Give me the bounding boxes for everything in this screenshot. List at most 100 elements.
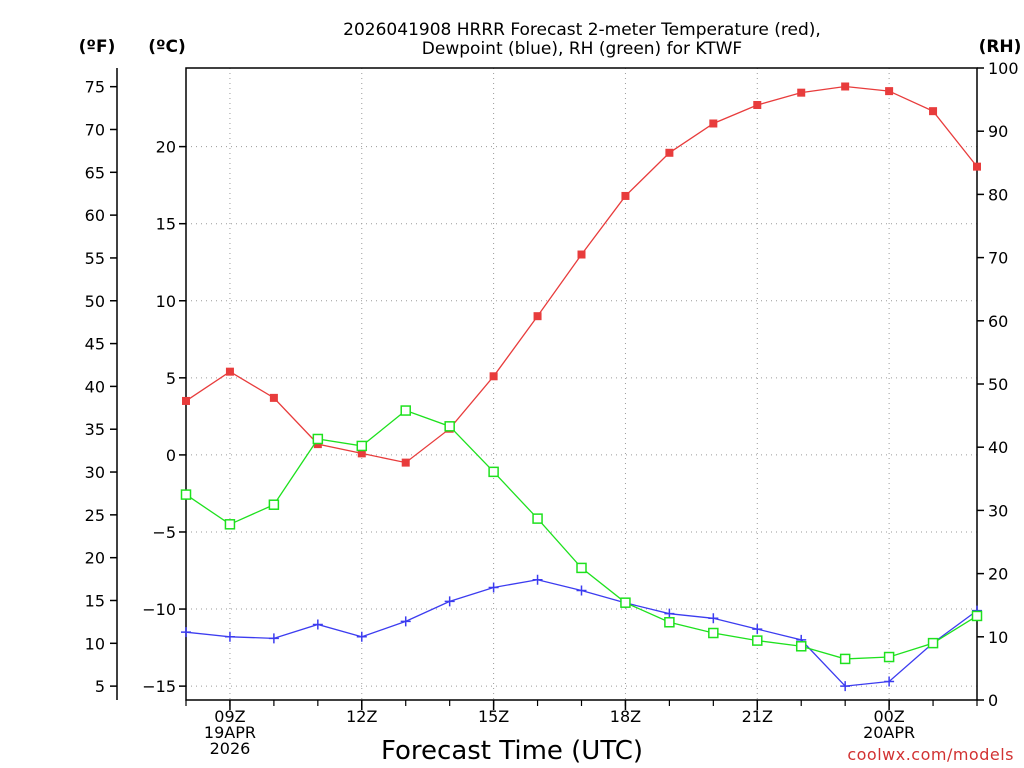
temperature-point: [489, 372, 498, 381]
temperature-point: [621, 191, 630, 200]
rh-unit-label: (RH): [979, 37, 1022, 57]
fahrenheit-tick-label: 20: [85, 549, 105, 568]
dewpoint-point: [752, 624, 763, 635]
x-tick-label: 09Z: [214, 707, 245, 726]
fahrenheit-tick-label: 70: [85, 120, 105, 139]
rh-point: [927, 637, 939, 649]
dewpoint-point: [268, 633, 279, 644]
credit-link[interactable]: coolwx.com/models: [847, 745, 1014, 764]
series-temperature: [182, 82, 981, 467]
fahrenheit-tick-label: 25: [85, 506, 105, 525]
rh-tick-label: 100: [988, 59, 1019, 78]
dewpoint-point: [224, 631, 235, 642]
celsius-tick-label: 10: [156, 292, 176, 311]
temperature-point: [182, 396, 190, 405]
dewpoint-point: [181, 627, 191, 638]
fahrenheit-tick-label: 40: [85, 377, 105, 396]
x-tick-label: 2026: [210, 739, 251, 758]
rh-tick-label: 20: [988, 565, 1008, 584]
dewpoint-point: [356, 631, 367, 642]
temperature-point: [797, 88, 806, 97]
temperature-point: [841, 82, 850, 91]
dewpoint-point: [576, 585, 587, 596]
rh-tick-label: 40: [988, 438, 1008, 457]
temperature-point: [533, 312, 542, 321]
temperature-line: [185, 85, 978, 464]
temperature-point: [753, 100, 762, 109]
rh-line: [185, 409, 978, 660]
rh-point: [883, 651, 895, 663]
celsius-tick-label: 0: [166, 446, 176, 465]
chart-title-line1: 2026041908 HRRR Forecast 2-meter Tempera…: [343, 20, 821, 40]
rh-tick-label: 0: [988, 691, 998, 710]
grid-lines: [186, 68, 977, 700]
series-dewpoint: [181, 574, 982, 692]
temperature-point: [269, 393, 278, 402]
chart-title-line2: Dewpoint (blue), RH (green) for KTWF: [422, 39, 742, 59]
rh-point: [532, 513, 543, 524]
fahrenheit-tick-label: 75: [85, 78, 105, 97]
celsius-tick-label: 20: [156, 138, 176, 157]
celsius-tick-label: 5: [166, 369, 176, 388]
dewpoint-point: [708, 613, 719, 624]
fahrenheit-tick-label: 15: [85, 591, 105, 610]
x-tick-label: 20APR: [863, 723, 915, 742]
rh-point: [312, 433, 324, 445]
temperature-point: [929, 107, 938, 116]
rh-point: [620, 597, 631, 608]
rh-point: [664, 617, 675, 628]
rh-tick-label: 80: [988, 185, 1008, 204]
rh-tick-label: 30: [988, 501, 1008, 520]
fahrenheit-tick-label: 30: [85, 463, 105, 482]
temperature-point: [401, 458, 410, 467]
x-axis-label: Forecast Time (UTC): [381, 736, 643, 766]
rh-tick-label: 90: [988, 122, 1008, 141]
rh-tick-label: 70: [988, 249, 1008, 268]
dewpoint-point: [444, 596, 455, 607]
temperature-point: [885, 87, 894, 96]
celsius-unit-label: (ºC): [148, 37, 186, 57]
rh-point: [444, 421, 455, 432]
rh-tick-label: 50: [988, 375, 1008, 394]
rh-tick-label: 10: [988, 628, 1008, 647]
x-tick-label: 19APR: [204, 723, 256, 742]
rh-point: [488, 466, 499, 478]
plot-frame: [185, 67, 978, 701]
fahrenheit-tick-label: 55: [85, 249, 105, 268]
temperature-point: [665, 148, 674, 157]
dewpoint-point: [532, 574, 543, 585]
temperature-point: [357, 449, 366, 458]
rh-point: [839, 653, 851, 665]
dewpoint-point: [312, 619, 323, 630]
fahrenheit-unit-label: (ºF): [79, 37, 116, 57]
x-tick-label: 00Z: [873, 707, 904, 726]
rh-tick-label: 60: [988, 312, 1008, 331]
fahrenheit-tick-label: 35: [85, 420, 105, 439]
x-tick-label: 12Z: [346, 707, 377, 726]
fahrenheit-tick-label: 50: [85, 292, 105, 311]
fahrenheit-tick-label: 45: [85, 335, 105, 354]
celsius-tick-label: −10: [142, 600, 176, 619]
fahrenheit-tick-label: 65: [85, 163, 105, 182]
dewpoint-point: [488, 582, 499, 593]
rh-point: [180, 489, 192, 500]
temperature-point: [577, 250, 586, 259]
rh-point: [356, 440, 368, 452]
celsius-tick-label: 15: [156, 215, 176, 234]
x-tick-label: 18Z: [610, 707, 641, 726]
x-tick-label: 15Z: [478, 707, 509, 726]
rh-point: [752, 635, 763, 646]
dewpoint-point: [400, 616, 411, 627]
data-series: [180, 82, 983, 692]
temperature-point: [973, 162, 981, 171]
rh-point: [795, 641, 807, 652]
dewpoint-line: [185, 579, 978, 687]
series-rh: [180, 405, 983, 665]
rh-point: [224, 519, 236, 530]
rh-point: [576, 562, 587, 574]
axes: −15 −10 −5 0 5 10 15 20 5 10 15 20 25 30 35 40 45 50 55 60 6…: [85, 59, 1019, 710]
dewpoint-point: [664, 608, 675, 619]
temperature-point: [225, 367, 234, 376]
